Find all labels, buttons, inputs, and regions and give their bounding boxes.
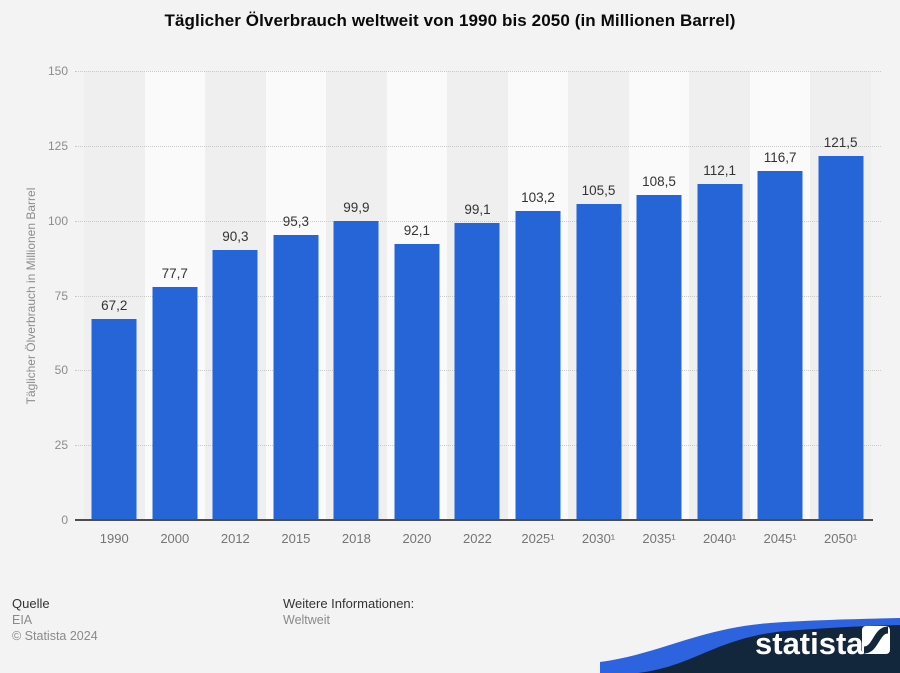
x-axis-label: 2045¹ [763,531,797,546]
y-tick-label: 0 [61,513,68,527]
bar-value-label: 112,1 [703,163,736,179]
x-axis-label: 2040¹ [702,531,737,546]
bar-cell: 99,9 [326,71,387,520]
x-axis-label: 2035¹ [642,531,676,546]
bar-cell: 112,1 [689,71,750,520]
bar-2022[interactable] [454,223,500,520]
bar-value-label: 77,7 [161,266,188,282]
logo-text: statista [755,626,864,661]
bar-value-label: 95,3 [282,213,309,229]
x-axis-label: 2030¹ [581,531,616,546]
x-axis-line [75,519,873,521]
gridline [75,145,881,147]
plot-area: 67,2 77,7 90,3 95,3 99,9 92,1 99,1 103,2 105,5 10… [75,71,881,521]
x-axis-label: 2015 [281,531,311,546]
source-value: EIA [12,613,33,627]
bar-2030[interactable] [576,204,622,520]
source-label: Quelle [12,596,50,611]
bar-2045[interactable] [757,170,803,520]
x-axis-label: 2000 [160,531,190,546]
more-info-label: Weitere Informationen: [283,596,415,611]
bar-cell: 77,7 [145,71,206,520]
bar-value-label: 67,2 [101,297,128,313]
x-axis-label: 2025¹ [521,531,555,546]
x-axis-label: 2020 [402,531,432,546]
chart-title: Täglicher Ölverbrauch weltweit von 1990 … [164,11,736,30]
bar-value-label: 103,2 [521,190,555,206]
bar-value-label: 105,5 [581,183,616,199]
y-tick-label: 125 [47,138,68,153]
statista-logo[interactable]: statista [600,590,900,673]
bar-cell: 103,2 [508,71,569,520]
y-tick-label: 50 [54,363,68,378]
x-axis-label: 2012 [220,531,250,546]
y-tick-label: 75 [54,288,68,303]
x-axis-label: 2050¹ [824,531,858,546]
bar-2050[interactable] [818,156,864,520]
bar-2018[interactable] [333,220,379,520]
bar-2020[interactable] [394,244,440,520]
copyright: © Statista 2024 [12,629,98,643]
bar-value-label: 99,1 [464,202,491,218]
bar-cell: 92,1 [387,71,448,520]
bar-cell: 90,3 [205,71,266,520]
more-info-value: Weltweit [283,613,331,627]
x-axis-labels: 1990 2000 2012 2015 2018 2020 2022 2025¹ 2030¹ 20… [84,531,871,546]
y-tick-label: 100 [47,213,68,228]
bar-2025[interactable] [515,211,561,520]
bar-value-label: 92,1 [403,223,431,239]
bar-cell: 105,5 [568,71,629,520]
bars-layer: 67,2 77,7 90,3 95,3 99,9 92,1 99,1 103,2 105,5 10… [84,71,871,520]
x-axis-label: 2022 [462,531,492,546]
bar-cell: 95,3 [266,71,327,520]
bar-2015[interactable] [273,234,319,520]
bar-2012[interactable] [212,249,258,520]
bar-2035[interactable] [636,195,682,520]
y-tick-label: 150 [47,64,68,78]
bar-cell: 67,2 [84,71,145,520]
bar-value-label: 116,7 [763,149,797,165]
bar-value-label: 108,5 [642,174,676,190]
bar-cell: 108,5 [629,71,690,520]
x-axis-label: 2018 [341,531,371,546]
bar-cell: 99,1 [447,71,508,520]
bar-value-label: 99,9 [343,199,370,215]
bar-cell: 121,5 [810,71,871,520]
y-axis-ticks: 0 25 50 75 100 125 150 [0,64,68,527]
bar-value-label: 90,3 [222,228,249,244]
bar-value-label: 121,5 [823,135,858,151]
bar-cell: 116,7 [750,71,811,520]
bar-1990[interactable] [91,318,137,520]
logo-glyph-icon [862,626,890,654]
gridline [75,71,881,72]
bar-2040[interactable] [697,184,743,520]
x-axis-label: 1990 [99,531,129,546]
bar-2000[interactable] [152,287,198,520]
logo-wave-navy [638,625,900,673]
y-tick-label: 25 [54,438,68,453]
gridline [75,220,881,222]
